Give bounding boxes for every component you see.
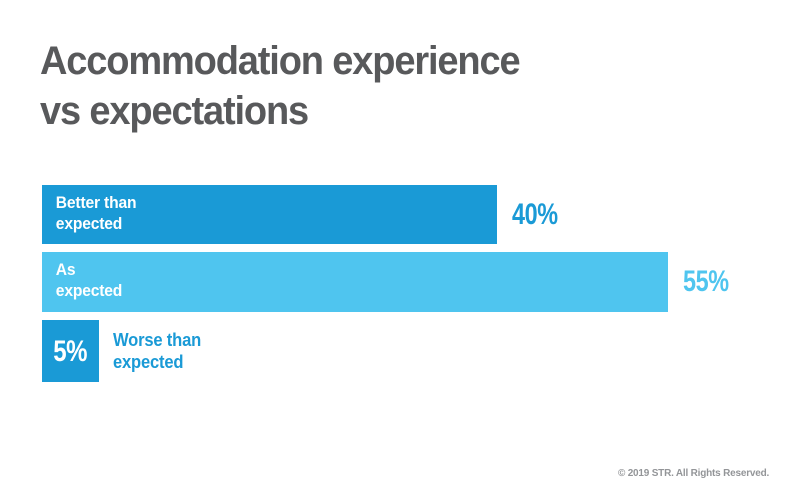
bar-as-expected: As expected <box>42 252 668 312</box>
value-label-as-expected: 55% <box>683 265 729 298</box>
bar-row-better-than-expected: Better than expected 40% <box>42 185 571 244</box>
bar-better-than-expected: Better than expected <box>42 185 497 244</box>
bar-row-worse-than-expected: 5% Worse than expected <box>42 320 209 382</box>
bar-row-as-expected: As expected 55% <box>42 252 742 312</box>
value-label-worse-than-expected: 5% <box>53 335 88 368</box>
copyright-note: © 2019 STR. All Rights Reserved. <box>617 467 769 479</box>
bar-label-as-expected: As expected <box>55 260 123 300</box>
bar-label-better-than-expected: Better than expected <box>55 193 137 233</box>
chart-title: Accommodation experience vs expectations <box>40 39 521 133</box>
value-label-better-than-expected: 40% <box>512 197 558 231</box>
bar-worse-than-expected: 5% <box>42 320 99 382</box>
bar-label-worse-than-expected: Worse than expected <box>113 330 202 372</box>
